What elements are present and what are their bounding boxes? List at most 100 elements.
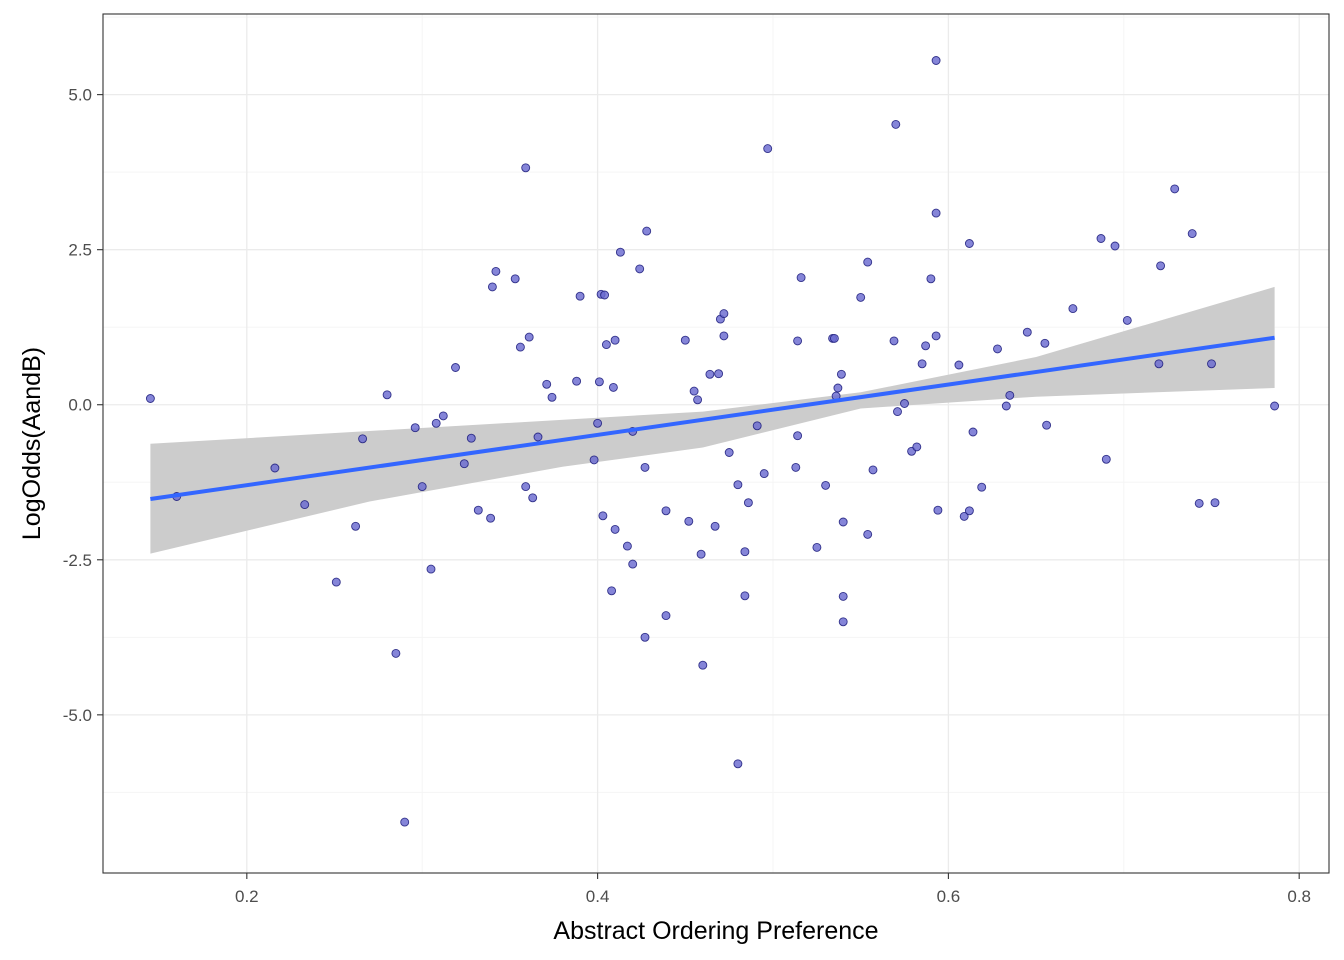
data-point — [733, 759, 743, 769]
data-point — [661, 611, 671, 621]
data-point — [763, 144, 773, 154]
data-point — [487, 282, 497, 292]
data-point — [486, 513, 496, 523]
y-tick-label: 0.0 — [68, 396, 92, 415]
data-point — [698, 660, 708, 670]
data-point — [572, 376, 582, 386]
data-point — [521, 482, 531, 492]
data-point — [622, 541, 632, 551]
x-tick-label: 0.6 — [937, 887, 961, 906]
data-point — [358, 434, 368, 444]
data-point — [598, 511, 608, 521]
data-point — [912, 442, 922, 452]
data-point — [1122, 315, 1132, 325]
data-point — [331, 577, 341, 587]
data-point — [1001, 401, 1011, 411]
data-point — [547, 392, 557, 402]
data-point — [740, 591, 750, 601]
data-point — [635, 264, 645, 274]
fit-line-layer — [150, 335, 1275, 501]
data-point — [640, 462, 650, 472]
data-point — [575, 291, 585, 301]
data-point — [642, 226, 652, 236]
data-point — [705, 369, 715, 379]
data-point — [515, 342, 525, 352]
y-tick-labels: -5.0 -2.5 0.0 2.5 5.0 — [63, 86, 92, 725]
data-point — [926, 274, 936, 284]
data-point — [431, 418, 441, 428]
data-point — [542, 379, 552, 389]
data-point — [473, 505, 483, 515]
data-point — [838, 517, 848, 527]
data-point — [615, 247, 625, 257]
data-point — [593, 418, 603, 428]
data-point — [600, 290, 610, 300]
data-point — [438, 411, 448, 421]
data-point — [838, 591, 848, 601]
data-point — [417, 482, 427, 492]
data-point — [1187, 229, 1197, 239]
data-point — [812, 542, 822, 552]
axis-ticks — [97, 94, 1300, 879]
data-point — [863, 257, 873, 267]
data-point — [836, 369, 846, 379]
data-point — [410, 423, 420, 433]
data-point — [933, 505, 943, 515]
data-point — [1101, 454, 1111, 464]
data-point — [931, 331, 941, 341]
data-point — [1170, 184, 1180, 194]
data-point — [931, 208, 941, 218]
data-point — [900, 399, 909, 408]
data-point — [382, 390, 392, 400]
data-point — [684, 516, 694, 526]
data-point — [921, 341, 931, 351]
data-point — [528, 493, 538, 503]
data-point — [693, 395, 703, 405]
y-tick-label: 2.5 — [68, 241, 92, 260]
data-point — [793, 336, 803, 346]
data-point — [300, 500, 310, 510]
data-point — [821, 480, 831, 490]
data-point — [1110, 241, 1120, 251]
data-point — [524, 332, 534, 342]
x-tick-labels: 0.2 0.4 0.6 0.8 — [235, 887, 1311, 906]
data-point — [1270, 401, 1280, 411]
data-point — [954, 360, 964, 370]
data-point — [594, 377, 604, 387]
y-tick-label: 5.0 — [68, 86, 92, 105]
data-point — [733, 480, 743, 490]
data-point — [752, 421, 762, 431]
data-point — [1040, 338, 1050, 348]
data-point — [510, 274, 520, 284]
data-point — [459, 459, 469, 469]
data-point — [1210, 498, 1220, 508]
data-points-layer — [145, 56, 1280, 827]
data-point — [743, 498, 753, 508]
data-point — [868, 465, 878, 475]
data-point — [796, 273, 806, 283]
data-point — [968, 427, 978, 437]
data-point — [680, 335, 690, 345]
data-point — [351, 521, 361, 531]
y-tick-label: -5.0 — [63, 706, 92, 725]
data-point — [931, 56, 941, 65]
data-point — [270, 463, 280, 473]
data-point — [793, 431, 803, 441]
data-point — [977, 482, 987, 492]
x-tick-label: 0.8 — [1287, 887, 1311, 906]
data-point — [391, 648, 401, 658]
data-point — [696, 549, 706, 559]
data-point — [521, 163, 531, 173]
data-point — [145, 394, 155, 403]
data-point — [608, 382, 618, 392]
data-point — [893, 407, 902, 417]
minor-gridlines — [103, 14, 1329, 873]
data-point — [856, 292, 866, 302]
regression-line — [150, 335, 1275, 501]
data-point — [829, 333, 839, 343]
panel-border — [102, 13, 1330, 874]
data-point — [1207, 359, 1216, 369]
data-point — [1096, 234, 1106, 243]
data-point — [719, 331, 729, 341]
